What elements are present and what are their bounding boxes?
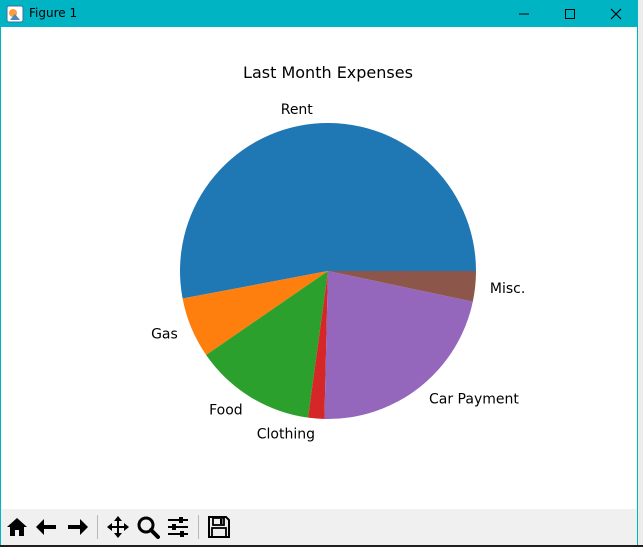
back-button[interactable]	[33, 513, 61, 541]
configure-subplots-icon	[166, 515, 190, 539]
pie-label-misc: Misc.	[490, 281, 525, 297]
pie-label-rent: Rent	[281, 102, 314, 118]
minimize-icon	[518, 8, 530, 20]
save-icon	[207, 515, 231, 539]
back-icon	[35, 515, 59, 539]
close-icon	[610, 8, 622, 20]
maximize-icon	[564, 8, 576, 20]
forward-button[interactable]	[63, 513, 91, 541]
home-icon	[5, 515, 29, 539]
window-title: Figure 1	[29, 6, 77, 20]
pie-chart: Last Month Expenses Rent Gas Food Clothing C…	[1, 27, 637, 509]
window-edge	[638, 0, 643, 547]
pie-label-clothing: Clothing	[257, 426, 315, 442]
pan-icon	[106, 515, 130, 539]
minimize-button[interactable]	[501, 1, 547, 27]
zoom-icon	[136, 515, 160, 539]
save-button[interactable]	[205, 513, 233, 541]
maximize-button[interactable]	[547, 1, 593, 27]
pie-label-gas: Gas	[151, 327, 178, 343]
figure-canvas[interactable]: Last Month Expenses Rent Gas Food Clothing C…	[1, 27, 637, 509]
zoom-button[interactable]	[134, 513, 162, 541]
toolbar-separator	[198, 515, 199, 539]
configure-subplots-button[interactable]	[164, 513, 192, 541]
pan-button[interactable]	[104, 513, 132, 541]
app-icon	[6, 5, 24, 23]
pie-label-car-payment: Car Payment	[429, 392, 519, 408]
close-button[interactable]	[593, 1, 639, 27]
home-button[interactable]	[3, 513, 31, 541]
forward-icon	[65, 515, 89, 539]
chart-title: Last Month Expenses	[243, 63, 413, 82]
navigation-toolbar	[1, 509, 637, 545]
toolbar-separator	[97, 515, 98, 539]
title-bar[interactable]: Figure 1	[1, 1, 637, 27]
pie-label-food: Food	[209, 403, 243, 419]
